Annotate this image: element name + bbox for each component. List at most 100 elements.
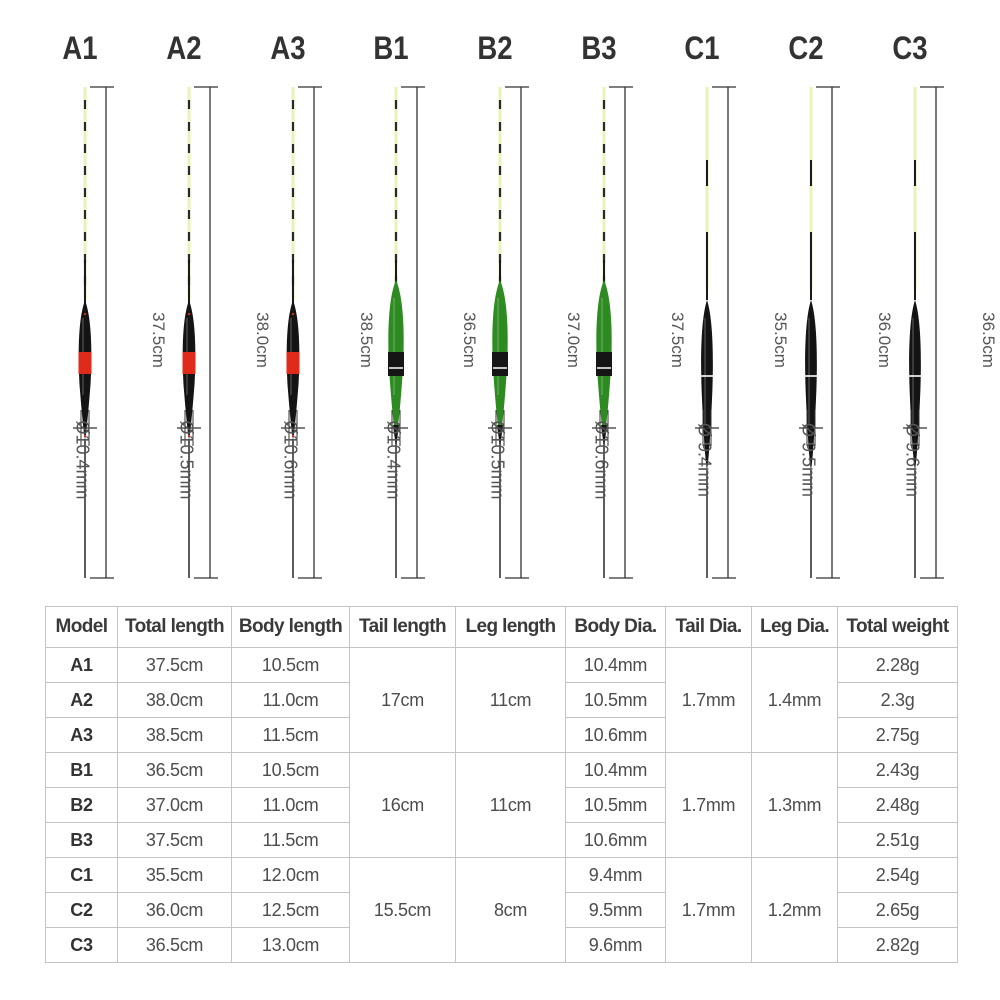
float-model-label: B2	[477, 30, 513, 66]
diameter-text: Ø10.5mm	[176, 420, 197, 500]
header-total-weight: Total weight	[837, 606, 958, 648]
float-model-label: C2	[788, 30, 824, 66]
model-cell: A3	[45, 717, 118, 753]
diameter-text: Ø 9.4mm	[694, 422, 715, 498]
spec-table: Model Total length Body length Tail leng…	[45, 606, 958, 963]
float-model-label: C1	[684, 30, 720, 66]
header-model: Model	[45, 606, 118, 648]
float-column-c1: C1 35.5cm Ø 9.4mm	[677, 0, 790, 600]
tail-dia-cell: 1.7mm	[665, 857, 752, 963]
body-dia-cell: 9.6mm	[565, 927, 666, 963]
float-column-a2: A2 38.0cm Ø10.5mm	[159, 0, 272, 600]
float-column-b1: B1 36.5cm Ø10.4mm	[366, 0, 479, 600]
float-black-band	[492, 352, 508, 376]
total-length-cell: 38.0cm	[117, 682, 232, 718]
diameter-text: Ø 9.6mm	[902, 422, 923, 498]
body-length-cell: 10.5cm	[231, 647, 350, 683]
float-illustrations: A1 37.5cm Ø10.4mm A2 38.0cm Ø10.5mm A3 38.5cm Ø1…	[55, 0, 998, 600]
model-cell: C3	[45, 927, 118, 963]
float-black-tip	[393, 425, 399, 448]
leg-length-cell: 11cm	[455, 647, 566, 753]
body-dia-cell: 10.4mm	[565, 647, 666, 683]
float-red-band	[78, 352, 92, 374]
table-row: C1 35.5cm 12.0cm 15.5cm 8cm 9.4mm 1.7mm …	[45, 857, 958, 963]
float-drawing	[903, 86, 944, 579]
header-leg-length: Leg length	[455, 606, 566, 648]
total-length-cell: 36.5cm	[117, 927, 232, 963]
diameter-text: Ø10.4mm	[72, 420, 93, 500]
float-black-tip	[497, 425, 503, 448]
body-dia-cell: 9.5mm	[565, 892, 666, 928]
weight-cell: 2.65g	[837, 892, 958, 928]
header-body-dia: Body Dia.	[565, 606, 666, 648]
float-model-label: C3	[892, 30, 928, 66]
table-row: C2 36.0cm 12.5cm 9.5mm 2.65g	[45, 892, 958, 928]
weight-cell: 2.43g	[837, 752, 958, 788]
leg-dia-cell: 1.2mm	[751, 857, 838, 963]
body-length-cell: 12.5cm	[231, 892, 350, 928]
header-tail-dia: Tail Dia.	[665, 606, 752, 648]
body-length-cell: 12.0cm	[231, 857, 350, 893]
total-length-cell: 37.5cm	[117, 647, 232, 683]
float-drawing	[695, 86, 736, 579]
body-length-cell: 11.5cm	[231, 822, 350, 858]
total-length-text: 36.5cm	[979, 312, 998, 368]
float-black-band	[388, 352, 404, 376]
float-red-band	[286, 352, 300, 374]
header-tail-length: Tail length	[349, 606, 456, 648]
weight-cell: 2.3g	[837, 682, 958, 718]
body-length-cell: 10.5cm	[231, 752, 350, 788]
leg-dia-cell: 1.4mm	[751, 647, 838, 753]
float-column-c3: C3 36.5cm Ø 9.6mm	[885, 0, 998, 600]
header-total-length: Total length	[117, 606, 232, 648]
float-drawing	[799, 86, 840, 579]
float-column-c2: C2 36.0cm Ø 9.5mm	[781, 0, 894, 600]
model-cell: C1	[45, 857, 118, 893]
float-model-label: B1	[373, 30, 409, 66]
total-length-cell: 37.0cm	[117, 787, 232, 823]
diameter-text: Ø10.6mm	[591, 420, 612, 500]
float-red-band	[182, 352, 196, 374]
float-drawing	[488, 86, 529, 579]
model-cell: B1	[45, 752, 118, 788]
diameter-text: Ø10.6mm	[280, 420, 301, 500]
tail-dia-cell: 1.7mm	[665, 647, 752, 753]
total-length-cell: 36.0cm	[117, 892, 232, 928]
tail-length-cell: 17cm	[349, 647, 456, 753]
body-dia-cell: 10.5mm	[565, 787, 666, 823]
body-length-cell: 11.5cm	[231, 717, 350, 753]
model-cell: A2	[45, 682, 118, 718]
weight-cell: 2.82g	[837, 927, 958, 963]
header-leg-dia: Leg Dia.	[751, 606, 838, 648]
table-row: A1 37.5cm 10.5cm 17cm 11cm 10.4mm 1.7mm …	[45, 647, 958, 753]
float-drawing	[73, 86, 114, 579]
weight-cell: 2.28g	[837, 647, 958, 683]
float-model-label: A2	[166, 30, 202, 66]
body-dia-cell: 9.4mm	[565, 857, 666, 893]
weight-cell: 2.51g	[837, 822, 958, 858]
total-length-cell: 35.5cm	[117, 857, 232, 893]
float-column-a1: A1 37.5cm Ø10.4mm	[55, 0, 168, 600]
body-length-cell: 13.0cm	[231, 927, 350, 963]
table-row: C3 36.5cm 13.0cm 9.6mm 2.82g	[45, 927, 958, 963]
float-black-band	[596, 352, 612, 376]
model-cell: B3	[45, 822, 118, 858]
table-row: A3 38.5cm 11.5cm 10.6mm 2.75g	[45, 717, 958, 753]
table-row: B3 37.5cm 11.5cm 10.6mm 2.51g	[45, 822, 958, 858]
weight-cell: 2.48g	[837, 787, 958, 823]
tail-length-cell: 15.5cm	[349, 857, 456, 963]
body-length-cell: 11.0cm	[231, 787, 350, 823]
table-header-row: Model Total length Body length Tail leng…	[45, 606, 958, 648]
body-length-cell: 11.0cm	[231, 682, 350, 718]
float-drawing	[177, 86, 218, 579]
diameter-text: Ø10.5mm	[487, 420, 508, 500]
float-drawing	[384, 86, 425, 579]
body-dia-cell: 10.5mm	[565, 682, 666, 718]
body-dia-cell: 10.4mm	[565, 752, 666, 788]
model-cell: C2	[45, 892, 118, 928]
tail-dia-cell: 1.7mm	[665, 752, 752, 858]
float-column-a3: A3 38.5cm Ø10.6mm	[263, 0, 376, 600]
float-black-tip	[601, 425, 607, 448]
table-row: B1 36.5cm 10.5cm 16cm 11cm 10.4mm 1.7mm …	[45, 752, 958, 858]
float-column-b3: B3 37.5cm Ø10.6mm	[574, 0, 687, 600]
